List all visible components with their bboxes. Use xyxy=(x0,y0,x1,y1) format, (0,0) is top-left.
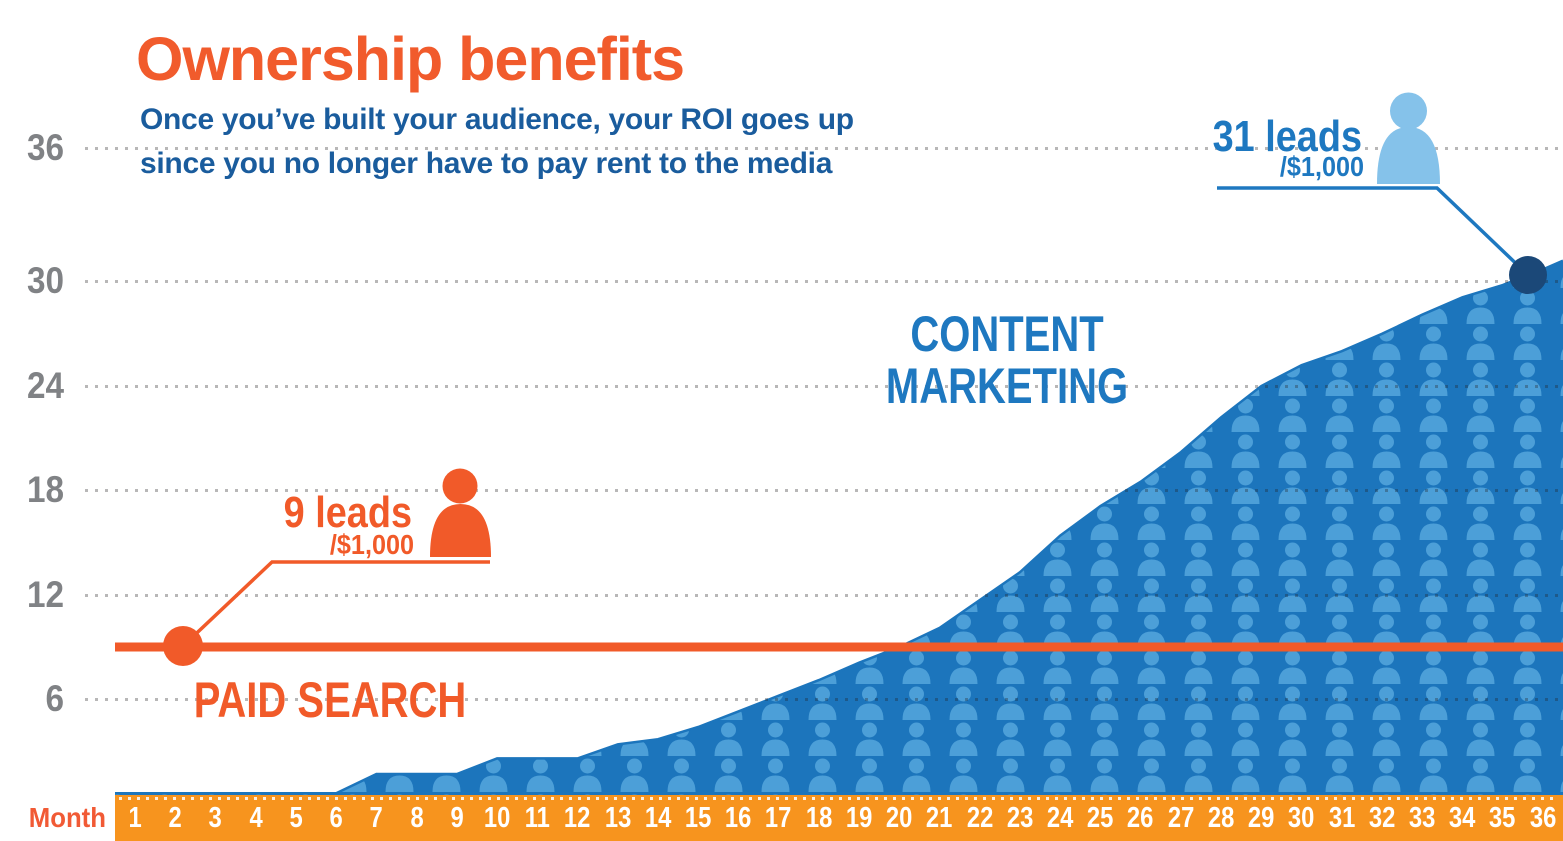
month-tick-label-19: 19 xyxy=(845,802,873,834)
content-marketing-per-dollar-label: /$1,000 xyxy=(1279,151,1364,182)
y-axis-tick-label-6: 6 xyxy=(45,678,64,719)
month-tick-label-3: 3 xyxy=(208,802,223,834)
content-marketing-series-label: CONTENT MARKETING xyxy=(885,306,1129,414)
paid-person-head xyxy=(442,468,478,504)
month-tick-label-23: 23 xyxy=(1006,802,1034,834)
month-tick-label-9: 9 xyxy=(450,802,464,834)
y-axis-tick-label-24: 24 xyxy=(26,365,65,406)
month-tick-label-35: 35 xyxy=(1489,802,1516,834)
subtitle-line-1: Once you’ve built your audience, your RO… xyxy=(140,103,854,136)
month-tick-label-36: 36 xyxy=(1529,802,1556,834)
paid-search-point-marker xyxy=(163,626,203,666)
month-tick-label-11: 11 xyxy=(524,802,550,834)
month-tick-labels: 1 2 3 4 5 6 7 8 9 10 11 12 13 14 15 16 17 18 19 20 21 22 23 24 2… xyxy=(115,795,1563,841)
paid-search-per-dollar-label: /$1,000 xyxy=(329,529,414,560)
page-title: Ownership benefits xyxy=(136,25,685,93)
month-tick-label-22: 22 xyxy=(966,802,993,834)
y-axis-tick-label-30: 30 xyxy=(26,260,65,301)
gridline-36 xyxy=(85,147,1563,150)
month-tick-label-32: 32 xyxy=(1368,802,1396,834)
month-tick-label-15: 15 xyxy=(684,802,712,834)
month-tick-label-12: 12 xyxy=(564,802,591,834)
content-marketing-area xyxy=(115,260,1563,796)
subtitle-line-2: since you no longer have to pay rent to … xyxy=(140,147,833,180)
month-tick-label-25: 25 xyxy=(1087,802,1114,834)
month-tick-label-13: 13 xyxy=(604,802,631,834)
gridline-6 xyxy=(85,698,1563,701)
content-marketing-leads-value: 31 leads xyxy=(1212,112,1362,161)
gridline-30 xyxy=(85,280,1563,283)
month-tick-label-2: 2 xyxy=(168,802,182,834)
content-marketing-point-marker xyxy=(1509,256,1547,294)
month-band-dotted-line xyxy=(119,797,1559,800)
month-tick-label-17: 17 xyxy=(765,802,792,834)
month-tick-label-21: 21 xyxy=(926,802,953,834)
month-tick-label-29: 29 xyxy=(1247,802,1275,834)
content-marketing-area-edge xyxy=(115,259,1563,795)
month-tick-label-14: 14 xyxy=(644,802,672,834)
paid-search-person-icon xyxy=(430,468,491,557)
y-axis-tick-label-18: 18 xyxy=(26,469,65,510)
month-tick-label-34: 34 xyxy=(1449,802,1476,834)
paid-search-leads-value: 9 leads xyxy=(283,488,412,537)
paid-search-series-label: PAID SEARCH xyxy=(193,672,467,728)
month-tick-label-20: 20 xyxy=(886,802,913,834)
y-axis-tick-label-36: 36 xyxy=(26,127,65,168)
content-marketing-callout-line xyxy=(1217,186,1530,277)
month-axis-label: Month xyxy=(28,802,106,833)
month-axis-band: 1 2 3 4 5 6 7 8 9 10 11 12 13 14 15 16 17 18 19 20 21 22 23 24 2… xyxy=(115,795,1563,841)
month-tick-label-6: 6 xyxy=(329,802,343,834)
gridline-12 xyxy=(85,594,1563,597)
content-person-body xyxy=(1377,127,1440,184)
month-tick-label-18: 18 xyxy=(805,802,833,834)
month-tick-label-16: 16 xyxy=(725,802,752,834)
month-tick-label-7: 7 xyxy=(369,802,384,834)
y-axis-tick-label-12: 12 xyxy=(26,574,65,615)
month-tick-label-24: 24 xyxy=(1046,802,1074,834)
month-tick-label-10: 10 xyxy=(483,802,511,834)
month-tick-label-1: 1 xyxy=(128,802,142,834)
month-tick-label-33: 33 xyxy=(1408,802,1436,834)
content-marketing-person-icon xyxy=(1377,92,1440,184)
month-tick-label-31: 31 xyxy=(1328,802,1355,834)
month-tick-label-26: 26 xyxy=(1127,802,1154,834)
month-tick-label-27: 27 xyxy=(1167,802,1195,834)
month-tick-label-8: 8 xyxy=(410,802,424,834)
month-tick-label-30: 30 xyxy=(1288,802,1315,834)
gridline-18 xyxy=(85,489,1563,492)
month-tick-label-28: 28 xyxy=(1207,802,1235,834)
paid-search-callout-line xyxy=(181,560,490,648)
paid-person-body xyxy=(430,504,491,557)
month-tick-label-5: 5 xyxy=(289,802,303,834)
gridline-24 xyxy=(85,385,1563,388)
content-person-head xyxy=(1390,92,1427,130)
month-tick-label-4: 4 xyxy=(249,802,263,834)
